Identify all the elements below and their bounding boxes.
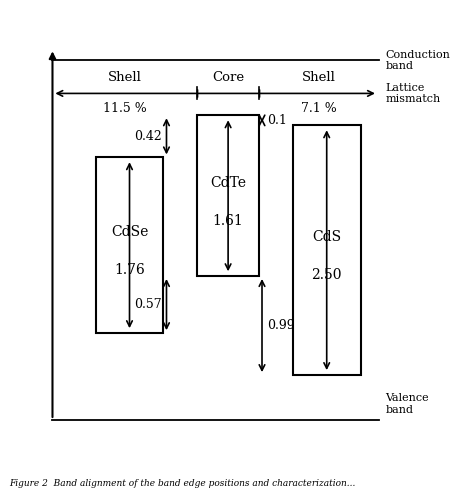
Text: 0.57: 0.57 <box>134 298 162 311</box>
Text: 0.1: 0.1 <box>267 114 287 127</box>
Text: Conduction
band: Conduction band <box>385 49 450 71</box>
Text: CdTe: CdTe <box>210 176 246 190</box>
Text: Core: Core <box>212 72 244 84</box>
Text: Shell: Shell <box>302 72 336 84</box>
Text: CdSe: CdSe <box>111 225 148 239</box>
Text: Shell: Shell <box>108 72 142 84</box>
Text: 2.50: 2.50 <box>311 268 342 282</box>
Bar <box>197 115 259 276</box>
Text: CdS: CdS <box>312 230 341 244</box>
Bar <box>293 125 361 375</box>
Text: 0.42: 0.42 <box>134 130 162 143</box>
Text: 11.5 %: 11.5 % <box>103 102 147 116</box>
Text: 1.61: 1.61 <box>213 214 244 228</box>
Text: 7.1 %: 7.1 % <box>301 102 337 116</box>
Text: Valence
band: Valence band <box>385 393 429 415</box>
Text: Lattice
mismatch: Lattice mismatch <box>385 83 440 104</box>
Text: 1.76: 1.76 <box>114 263 145 277</box>
Text: Figure 2  Band alignment of the band edge positions and characterization...: Figure 2 Band alignment of the band edge… <box>9 479 356 488</box>
Text: 0.99: 0.99 <box>267 319 294 332</box>
Bar <box>96 157 164 333</box>
